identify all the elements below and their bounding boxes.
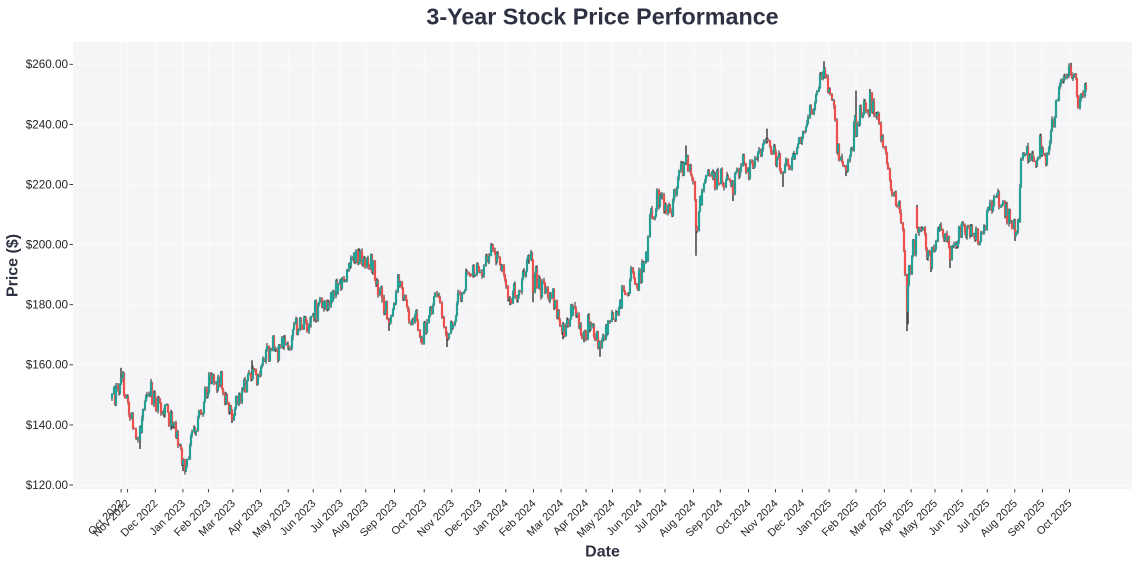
- svg-text:$180.00: $180.00: [26, 299, 69, 312]
- svg-text:$220.00: $220.00: [26, 178, 69, 191]
- svg-text:$240.00: $240.00: [26, 118, 69, 131]
- svg-text:Price ($): Price ($): [5, 234, 22, 297]
- svg-text:$140.00: $140.00: [26, 419, 69, 432]
- svg-text:$200.00: $200.00: [26, 239, 69, 252]
- svg-text:$260.00: $260.00: [26, 58, 69, 71]
- svg-text:$160.00: $160.00: [26, 359, 69, 372]
- svg-text:3-Year Stock Price Performance: 3-Year Stock Price Performance: [426, 4, 778, 30]
- svg-text:Date: Date: [585, 544, 620, 561]
- svg-text:$120.00: $120.00: [26, 479, 69, 492]
